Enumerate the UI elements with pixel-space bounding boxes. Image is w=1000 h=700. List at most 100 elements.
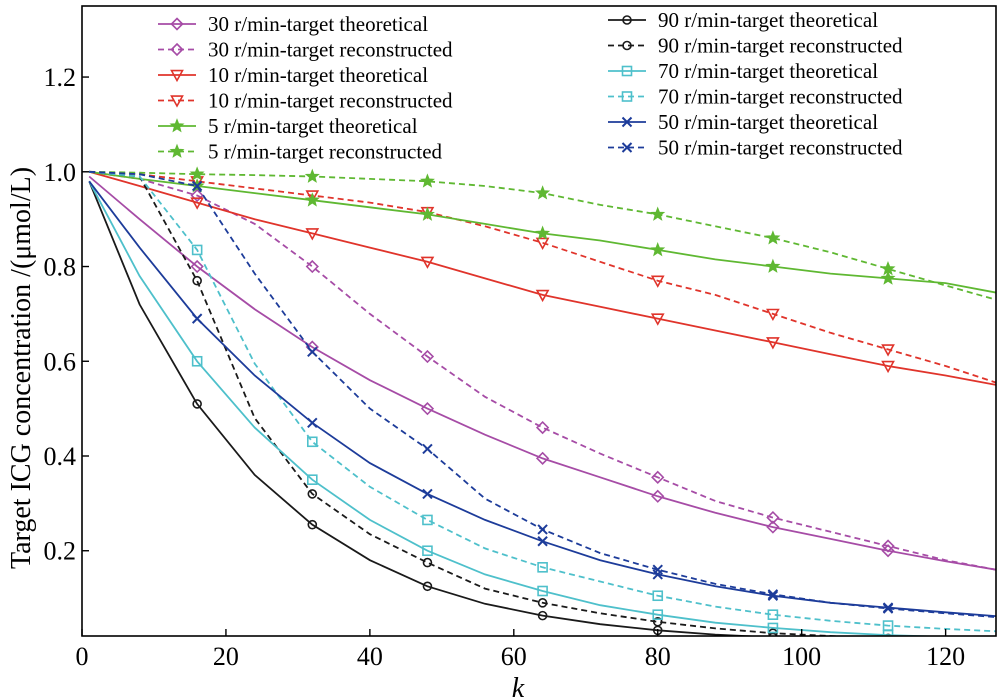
data-point-30-r-min-target-theoretical (651, 489, 665, 503)
data-point-5-r-min-target-reconstructed (535, 185, 551, 200)
data-point-50-r-min-target-reconstructed (422, 443, 433, 455)
data-point-10-r-min-target-theoretical (766, 337, 780, 350)
x-tick-label: 0 (76, 642, 89, 671)
legend-label: 10 r/min-target theoretical (208, 63, 428, 87)
y-tick-label: 1.2 (44, 63, 77, 92)
x-tick-label: 60 (501, 642, 527, 671)
data-point-5-r-min-target-theoretical (650, 242, 666, 257)
data-point-50-r-min-target-reconstructed (882, 603, 894, 614)
data-point-90-r-min-target-theoretical (192, 399, 202, 409)
data-point-5-r-min-target-reconstructed (880, 261, 896, 276)
series-line-30-r-min-target-theoretical (88, 175, 996, 571)
series-50-r-min-target-theoretical (88, 180, 996, 617)
legend-label: 70 r/min-target theoretical (658, 59, 878, 83)
legend-item-50-r-min-target-theoretical: 50 r/min-target theoretical (608, 110, 878, 134)
legend-label: 5 r/min-target reconstructed (208, 140, 443, 164)
data-point-5-r-min-target-reconstructed (765, 230, 781, 245)
series-30-r-min-target-theoretical (88, 175, 996, 571)
legend-label: 50 r/min-target reconstructed (658, 136, 903, 160)
data-point-10-r-min-target-theoretical (650, 313, 665, 326)
data-point-30-r-min-target-reconstructed (305, 259, 319, 274)
data-point-70-r-min-target-reconstructed (422, 514, 433, 526)
data-point-30-r-min-target-reconstructed (881, 539, 895, 553)
legend-label: 5 r/min-target theoretical (208, 114, 418, 138)
y-tick-label: 1.0 (44, 158, 77, 187)
data-point-70-r-min-target-theoretical (306, 474, 318, 485)
data-point-50-r-min-target-reconstructed (652, 564, 663, 575)
legend-marker (170, 95, 184, 108)
data-point-5-r-min-target-theoretical (304, 192, 320, 207)
axes: 0 20 40 60 80 100 120 0.2 0.4 0.6 0.8 1.0 1.2 (44, 5, 997, 671)
data-point-90-r-min-target-reconstructed (652, 616, 663, 627)
legend-item-10-r-min-target-theoretical: 10 r/min-target theoretical (158, 63, 428, 87)
data-point-90-r-min-target-reconstructed (307, 489, 318, 499)
legend-label: 10 r/min-target reconstructed (208, 89, 453, 113)
data-point-90-r-min-target-theoretical (537, 610, 548, 621)
data-point-90-r-min-target-reconstructed (422, 557, 433, 568)
data-point-5-r-min-target-theoretical (765, 258, 781, 273)
legend-item-5-r-min-target-reconstructed: 5 r/min-target reconstructed (158, 140, 443, 164)
data-point-10-r-min-target-reconstructed (881, 344, 895, 357)
legend-label: 50 r/min-target theoretical (658, 110, 878, 134)
x-tick-label: 120 (926, 642, 965, 671)
data-point-90-r-min-target-theoretical (422, 581, 433, 592)
data-point-30-r-min-target-theoretical (420, 402, 435, 416)
data-point-10-r-min-target-theoretical (190, 197, 205, 210)
series-line-70-r-min-target-theoretical (88, 180, 946, 636)
series-10-r-min-target-theoretical (88, 170, 996, 386)
data-point-10-r-min-target-reconstructed (535, 237, 550, 250)
data-point-70-r-min-target-reconstructed (652, 590, 664, 602)
data-point-50-r-min-target-theoretical (307, 417, 318, 429)
y-tick-label: 0.8 (44, 253, 77, 282)
legend-item-50-r-min-target-reconstructed: 50 r/min-target reconstructed (608, 136, 903, 160)
data-point-10-r-min-target-reconstructed (305, 190, 320, 203)
y-tick-label: 0.2 (44, 537, 77, 566)
data-point-70-r-min-target-reconstructed (191, 244, 203, 256)
data-point-5-r-min-target-theoretical (419, 206, 435, 221)
data-point-50-r-min-target-reconstructed (767, 589, 779, 600)
data-point-10-r-min-target-reconstructed (766, 308, 780, 322)
data-point-70-r-min-target-reconstructed (882, 620, 894, 631)
series-5-r-min-target-theoretical (89, 170, 996, 294)
data-point-5-r-min-target-theoretical (880, 270, 896, 285)
data-point-10-r-min-target-theoretical (305, 228, 320, 241)
data-point-90-r-min-target-theoretical (768, 632, 778, 636)
data-point-5-r-min-target-reconstructed (189, 166, 205, 181)
series-10-r-min-target-reconstructed (89, 170, 996, 384)
series-line-10-r-min-target-reconstructed (89, 170, 996, 384)
data-point-70-r-min-target-theoretical (537, 585, 548, 597)
data-point-10-r-min-target-theoretical (420, 256, 435, 269)
plot-series (88, 166, 996, 636)
x-tick-label: 100 (782, 642, 821, 671)
legend-marker (621, 91, 633, 102)
legend-item-70-r-min-target-reconstructed: 70 r/min-target reconstructed (608, 85, 903, 109)
series-line-90-r-min-target-reconstructed (89, 170, 853, 636)
data-point-30-r-min-target-reconstructed (766, 510, 780, 525)
data-point-50-r-min-target-reconstructed (537, 524, 548, 535)
series-90-r-min-target-theoretical (88, 180, 889, 636)
data-point-30-r-min-target-reconstructed (651, 470, 665, 484)
legend-marker (170, 69, 184, 83)
data-point-70-r-min-target-reconstructed (537, 562, 548, 573)
series-50-r-min-target-reconstructed (89, 170, 996, 618)
series-70-r-min-target-reconstructed (89, 170, 996, 633)
data-point-50-r-min-target-reconstructed (307, 346, 318, 357)
data-point-70-r-min-target-theoretical (767, 622, 779, 634)
legend-item-90-r-min-target-reconstructed: 90 r/min-target reconstructed (608, 34, 903, 58)
data-point-90-r-min-target-reconstructed (192, 275, 202, 286)
legend-marker (622, 15, 632, 25)
data-point-30-r-min-target-reconstructed (190, 188, 204, 203)
legend-label: 30 r/min-target reconstructed (208, 38, 453, 62)
legend-marker (170, 42, 184, 57)
data-point-90-r-min-target-theoretical (887, 635, 889, 636)
data-point-70-r-min-target-theoretical (191, 355, 203, 367)
series-70-r-min-target-theoretical (88, 180, 946, 636)
legend-label: 30 r/min-target theoretical (208, 12, 428, 36)
plot-frame (81, 5, 997, 637)
data-point-10-r-min-target-reconstructed (650, 275, 665, 288)
legend-item-5-r-min-target-theoretical: 5 r/min-target theoretical (158, 114, 418, 138)
series-line-90-r-min-target-theoretical (88, 180, 763, 636)
legend-item-70-r-min-target-theoretical: 70 r/min-target theoretical (608, 59, 878, 83)
series-5-r-min-target-reconstructed (89, 166, 996, 301)
